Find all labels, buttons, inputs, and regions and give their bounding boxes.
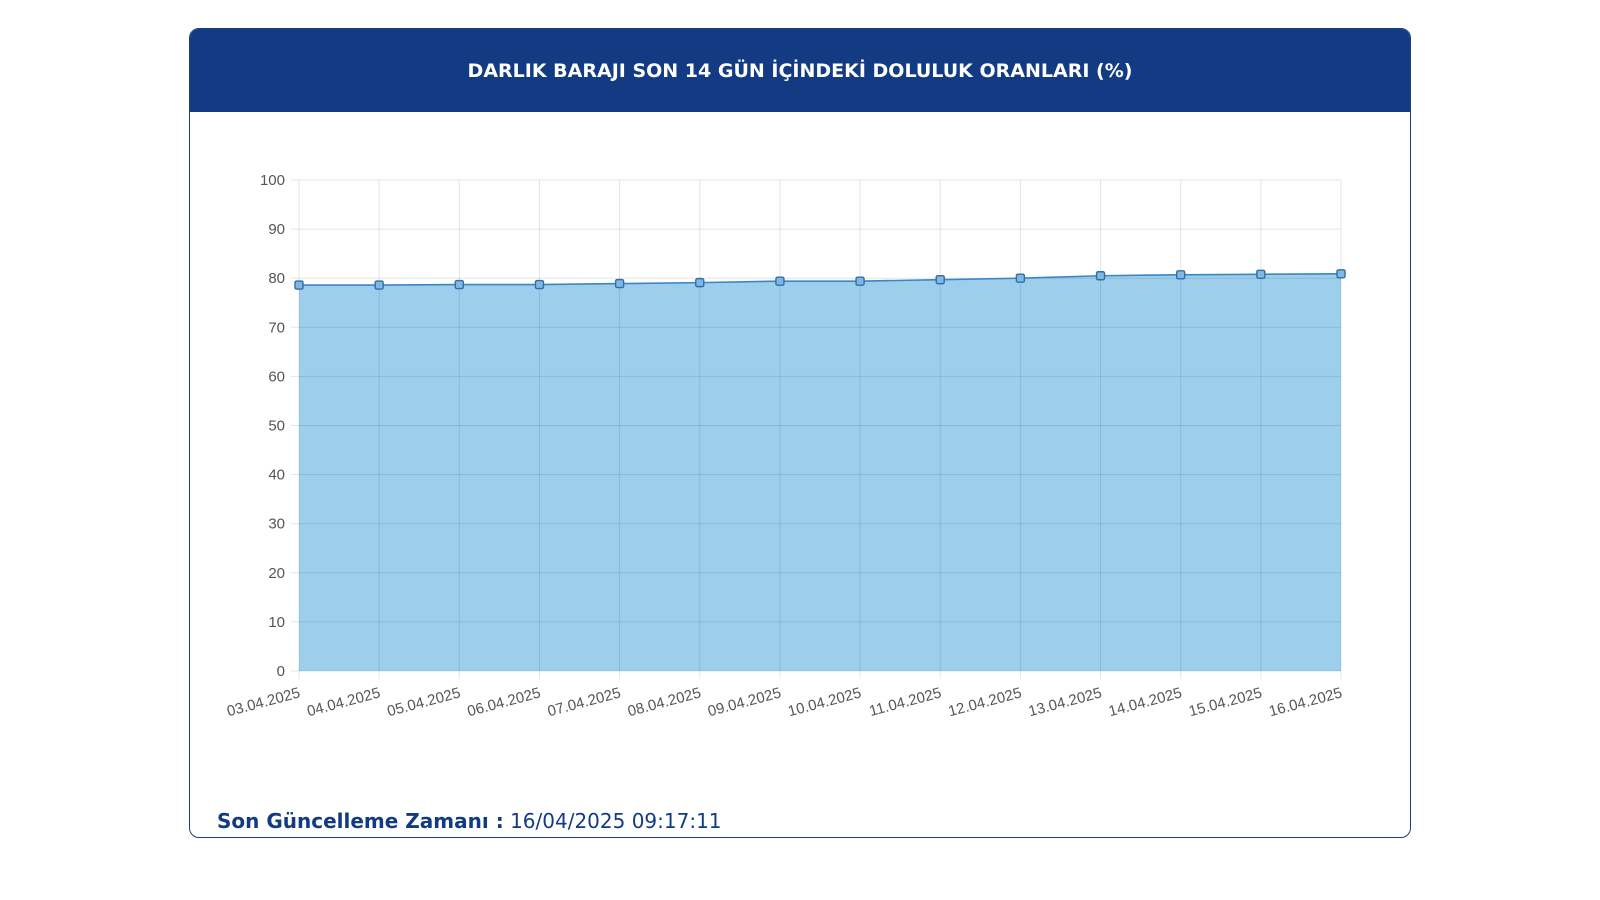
data-point [534,279,545,290]
y-tick-label: 100 [260,172,285,189]
area-fill [299,273,1341,671]
last-update-value: 16/04/2025 09:17:11 [510,809,722,833]
fill-rate-chart: 0 10 20 30 40 50 60 70 80 90 100 03.04.2025 04.04.20… [225,172,1346,720]
y-tick-label: 10 [268,614,285,631]
x-tick-label: 06.04.2025 [466,684,543,720]
chart-title: DARLIK BARAJI SON 14 GÜN İÇİNDEKİ DOLULU… [467,59,1133,82]
y-tick-label: 90 [268,221,285,238]
data-point [855,276,865,286]
series-line [299,272,1342,286]
data-point [454,279,465,290]
y-tick-label: 0 [277,663,285,680]
x-tick-label: 07.04.2025 [546,684,623,720]
data-point [1015,273,1026,283]
data-point [1256,269,1266,279]
x-tick-label: 16.04.2025 [1267,684,1344,720]
y-tick-label: 60 [268,368,285,385]
y-tick-label: 70 [268,319,285,336]
data-point [935,274,945,285]
x-tick-label: 14.04.2025 [1107,684,1184,720]
data-point [614,278,625,289]
x-tick-label: 10.04.2025 [786,684,863,720]
data-point [695,277,705,288]
x-tick-label: 08.04.2025 [626,684,703,720]
y-tick-label: 30 [268,516,285,533]
data-point [294,280,304,290]
data-point [1336,269,1346,279]
data-point [1175,270,1186,280]
last-update-label: Son Güncelleme Zamanı : [217,809,504,833]
x-tick-label: 03.04.2025 [225,684,302,720]
last-update: Son Güncelleme Zamanı : 16/04/2025 09:17… [217,809,722,833]
y-tick-label: 50 [268,418,285,435]
card-header: DARLIK BARAJI SON 14 GÜN İÇİNDEKİ DOLULU… [190,29,1410,112]
x-tick-label: 05.04.2025 [385,684,462,720]
chart-card: DARLIK BARAJI SON 14 GÜN İÇİNDEKİ DOLULU… [189,28,1411,838]
data-point [775,276,785,286]
x-tick-label: 09.04.2025 [706,684,783,720]
x-tick-label: 04.04.2025 [305,684,382,720]
y-tick-label: 40 [268,467,285,484]
y-tick-label: 20 [268,565,285,582]
x-tick-label: 12.04.2025 [947,684,1024,720]
y-tick-label: 80 [268,270,285,287]
x-tick-label: 15.04.2025 [1187,684,1264,720]
chart-area: 0 10 20 30 40 50 60 70 80 90 100 03.04.2025 04.04.20… [190,112,1410,752]
data-point [1095,271,1106,281]
x-tick-label: 11.04.2025 [867,684,943,720]
data-point [374,280,384,290]
x-tick-label: 13.04.2025 [1027,684,1104,720]
